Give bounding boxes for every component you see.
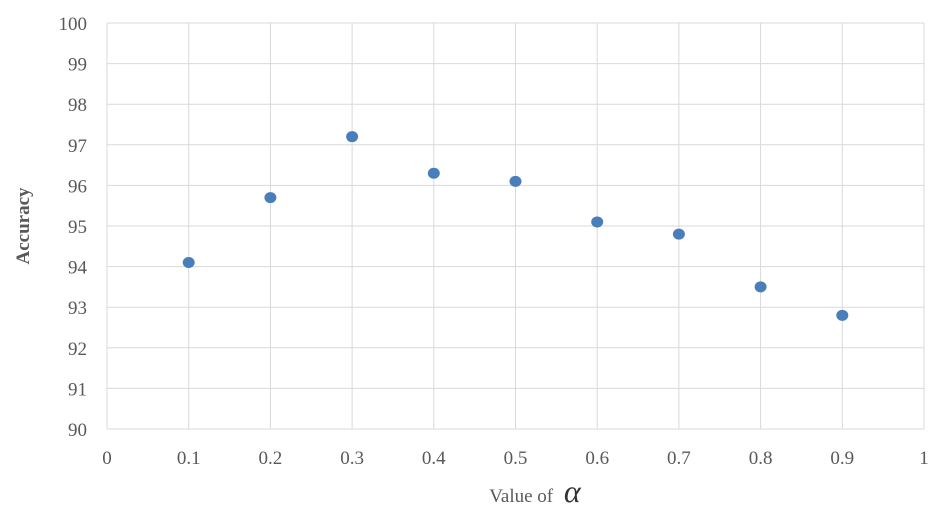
data-points [182, 131, 849, 321]
x-tick-label: 0 [102, 448, 112, 469]
data-point [754, 281, 767, 293]
x-tick-label: 1 [919, 448, 929, 469]
y-tick-label: 95 [68, 217, 87, 238]
y-tick-label: 92 [68, 339, 87, 360]
data-point [509, 175, 522, 187]
y-tick-label: 100 [59, 14, 88, 35]
y-tick-label: 97 [68, 136, 87, 157]
y-axis-title: Accuracy [13, 187, 34, 265]
data-point [346, 131, 359, 143]
grid-lines [106, 22, 925, 430]
y-tick-label: 96 [68, 176, 87, 197]
x-axis-title: Value of α [489, 473, 582, 509]
x-tick-label: 0.1 [177, 448, 201, 469]
y-tick-label: 99 [68, 55, 87, 76]
y-tick-label: 93 [68, 298, 87, 319]
x-tick-label: 0.8 [749, 448, 773, 469]
x-axis-title-text: Value of [489, 486, 554, 507]
data-point [836, 309, 849, 321]
y-tick-label: 94 [68, 258, 88, 279]
data-point [427, 167, 440, 179]
y-tick-label: 90 [68, 420, 87, 441]
y-tick-label: 98 [68, 95, 87, 116]
x-tick-label: 0.3 [340, 448, 364, 469]
x-tick-label: 0.9 [830, 448, 854, 469]
data-point [672, 228, 685, 240]
x-axis-tick-labels: 0 0.1 0.2 0.3 0.4 0.5 0.6 0.7 0.8 0.9 1 [102, 448, 929, 469]
data-point [182, 257, 195, 269]
x-tick-label: 0.5 [504, 448, 528, 469]
x-tick-label: 0.7 [667, 448, 691, 469]
alpha-symbol: α [564, 473, 582, 509]
data-point [591, 216, 604, 228]
x-tick-label: 0.6 [585, 448, 609, 469]
y-axis-tick-labels: 90 91 92 93 94 95 96 97 98 99 100 [59, 14, 88, 441]
data-point [264, 192, 277, 204]
x-tick-label: 0.2 [259, 448, 283, 469]
x-tick-label: 0.4 [422, 448, 446, 469]
y-tick-label: 91 [68, 379, 87, 400]
